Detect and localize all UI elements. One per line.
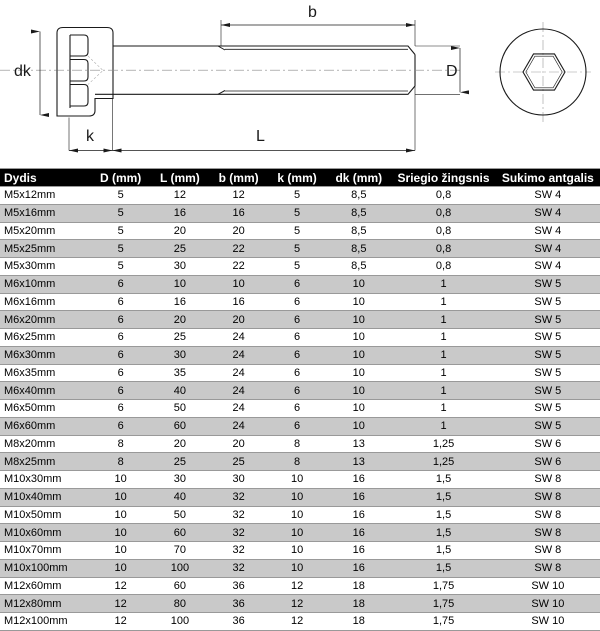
- svg-text:k: k: [86, 128, 95, 145]
- svg-text:dk: dk: [14, 63, 32, 80]
- svg-text:b: b: [308, 4, 317, 21]
- svg-text:D: D: [446, 63, 458, 80]
- svg-text:L: L: [256, 128, 265, 145]
